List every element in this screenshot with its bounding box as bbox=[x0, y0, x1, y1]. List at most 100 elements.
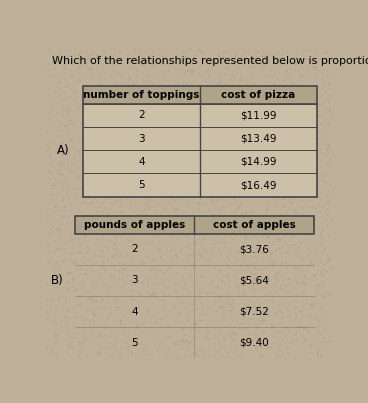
Point bbox=[211, 340, 217, 346]
Point bbox=[156, 267, 162, 273]
Point bbox=[142, 176, 148, 182]
Point bbox=[201, 213, 207, 219]
Point bbox=[69, 343, 75, 349]
Point bbox=[213, 113, 219, 119]
Point bbox=[121, 132, 127, 138]
Point bbox=[199, 49, 205, 55]
Point bbox=[114, 245, 120, 251]
Point bbox=[144, 132, 150, 138]
Point bbox=[283, 67, 289, 74]
Point bbox=[296, 318, 302, 325]
Point bbox=[83, 54, 89, 61]
Point bbox=[236, 152, 242, 159]
Point bbox=[325, 145, 330, 152]
Point bbox=[52, 318, 58, 324]
Point bbox=[108, 325, 114, 332]
Point bbox=[77, 230, 83, 236]
Point bbox=[75, 80, 81, 87]
Point bbox=[291, 101, 297, 107]
Point bbox=[163, 161, 169, 168]
Point bbox=[129, 140, 135, 147]
Point bbox=[166, 239, 172, 245]
Point bbox=[98, 294, 104, 300]
Point bbox=[280, 87, 286, 93]
Point bbox=[170, 232, 176, 238]
Point bbox=[185, 103, 191, 109]
Point bbox=[324, 218, 330, 224]
Point bbox=[231, 83, 237, 89]
Point bbox=[190, 128, 196, 135]
Point bbox=[95, 252, 101, 258]
Point bbox=[320, 177, 326, 183]
Point bbox=[291, 195, 297, 201]
Point bbox=[237, 56, 243, 63]
Point bbox=[302, 230, 308, 237]
Point bbox=[127, 142, 133, 148]
Point bbox=[58, 127, 64, 133]
Point bbox=[164, 145, 170, 152]
Point bbox=[283, 324, 289, 330]
Point bbox=[84, 201, 89, 207]
Point bbox=[55, 263, 61, 269]
Point bbox=[248, 56, 254, 63]
Point bbox=[187, 69, 193, 75]
Point bbox=[191, 54, 197, 60]
Point bbox=[53, 284, 59, 291]
Point bbox=[322, 154, 328, 160]
Point bbox=[55, 133, 61, 139]
Point bbox=[62, 122, 68, 128]
Point bbox=[188, 115, 194, 121]
Point bbox=[93, 349, 99, 355]
Point bbox=[184, 67, 190, 73]
Point bbox=[220, 129, 226, 135]
Point bbox=[314, 108, 320, 115]
Point bbox=[272, 193, 278, 199]
Point bbox=[247, 110, 253, 117]
Point bbox=[284, 307, 290, 314]
Point bbox=[107, 195, 113, 202]
Point bbox=[283, 71, 289, 77]
Point bbox=[263, 181, 269, 187]
Point bbox=[51, 332, 57, 339]
Point bbox=[194, 96, 199, 102]
Point bbox=[223, 196, 229, 203]
Point bbox=[277, 263, 283, 269]
Point bbox=[54, 295, 60, 302]
Point bbox=[146, 160, 152, 167]
Point bbox=[250, 109, 256, 116]
Point bbox=[123, 130, 129, 137]
Point bbox=[224, 262, 230, 268]
Point bbox=[52, 271, 58, 278]
Point bbox=[56, 85, 62, 92]
Point bbox=[180, 79, 186, 86]
Point bbox=[206, 234, 212, 240]
Point bbox=[287, 199, 293, 206]
Point bbox=[113, 304, 119, 310]
Point bbox=[208, 146, 214, 153]
Point bbox=[313, 51, 319, 58]
Point bbox=[314, 285, 320, 292]
Point bbox=[298, 278, 304, 285]
Point bbox=[73, 175, 79, 181]
Point bbox=[140, 98, 146, 105]
Point bbox=[78, 343, 84, 349]
Point bbox=[184, 147, 190, 153]
Point bbox=[293, 164, 298, 171]
Point bbox=[226, 125, 232, 131]
Point bbox=[245, 220, 251, 226]
Point bbox=[216, 104, 222, 111]
Point bbox=[83, 336, 89, 343]
Point bbox=[202, 262, 208, 268]
Point bbox=[248, 152, 254, 158]
Point bbox=[148, 274, 154, 280]
Point bbox=[105, 295, 110, 301]
Point bbox=[290, 336, 296, 342]
Point bbox=[49, 282, 55, 288]
Point bbox=[187, 68, 192, 74]
Point bbox=[258, 177, 264, 183]
Point bbox=[53, 225, 59, 231]
Point bbox=[186, 245, 192, 251]
Point bbox=[140, 94, 146, 101]
Point bbox=[238, 334, 244, 341]
Point bbox=[177, 136, 183, 143]
